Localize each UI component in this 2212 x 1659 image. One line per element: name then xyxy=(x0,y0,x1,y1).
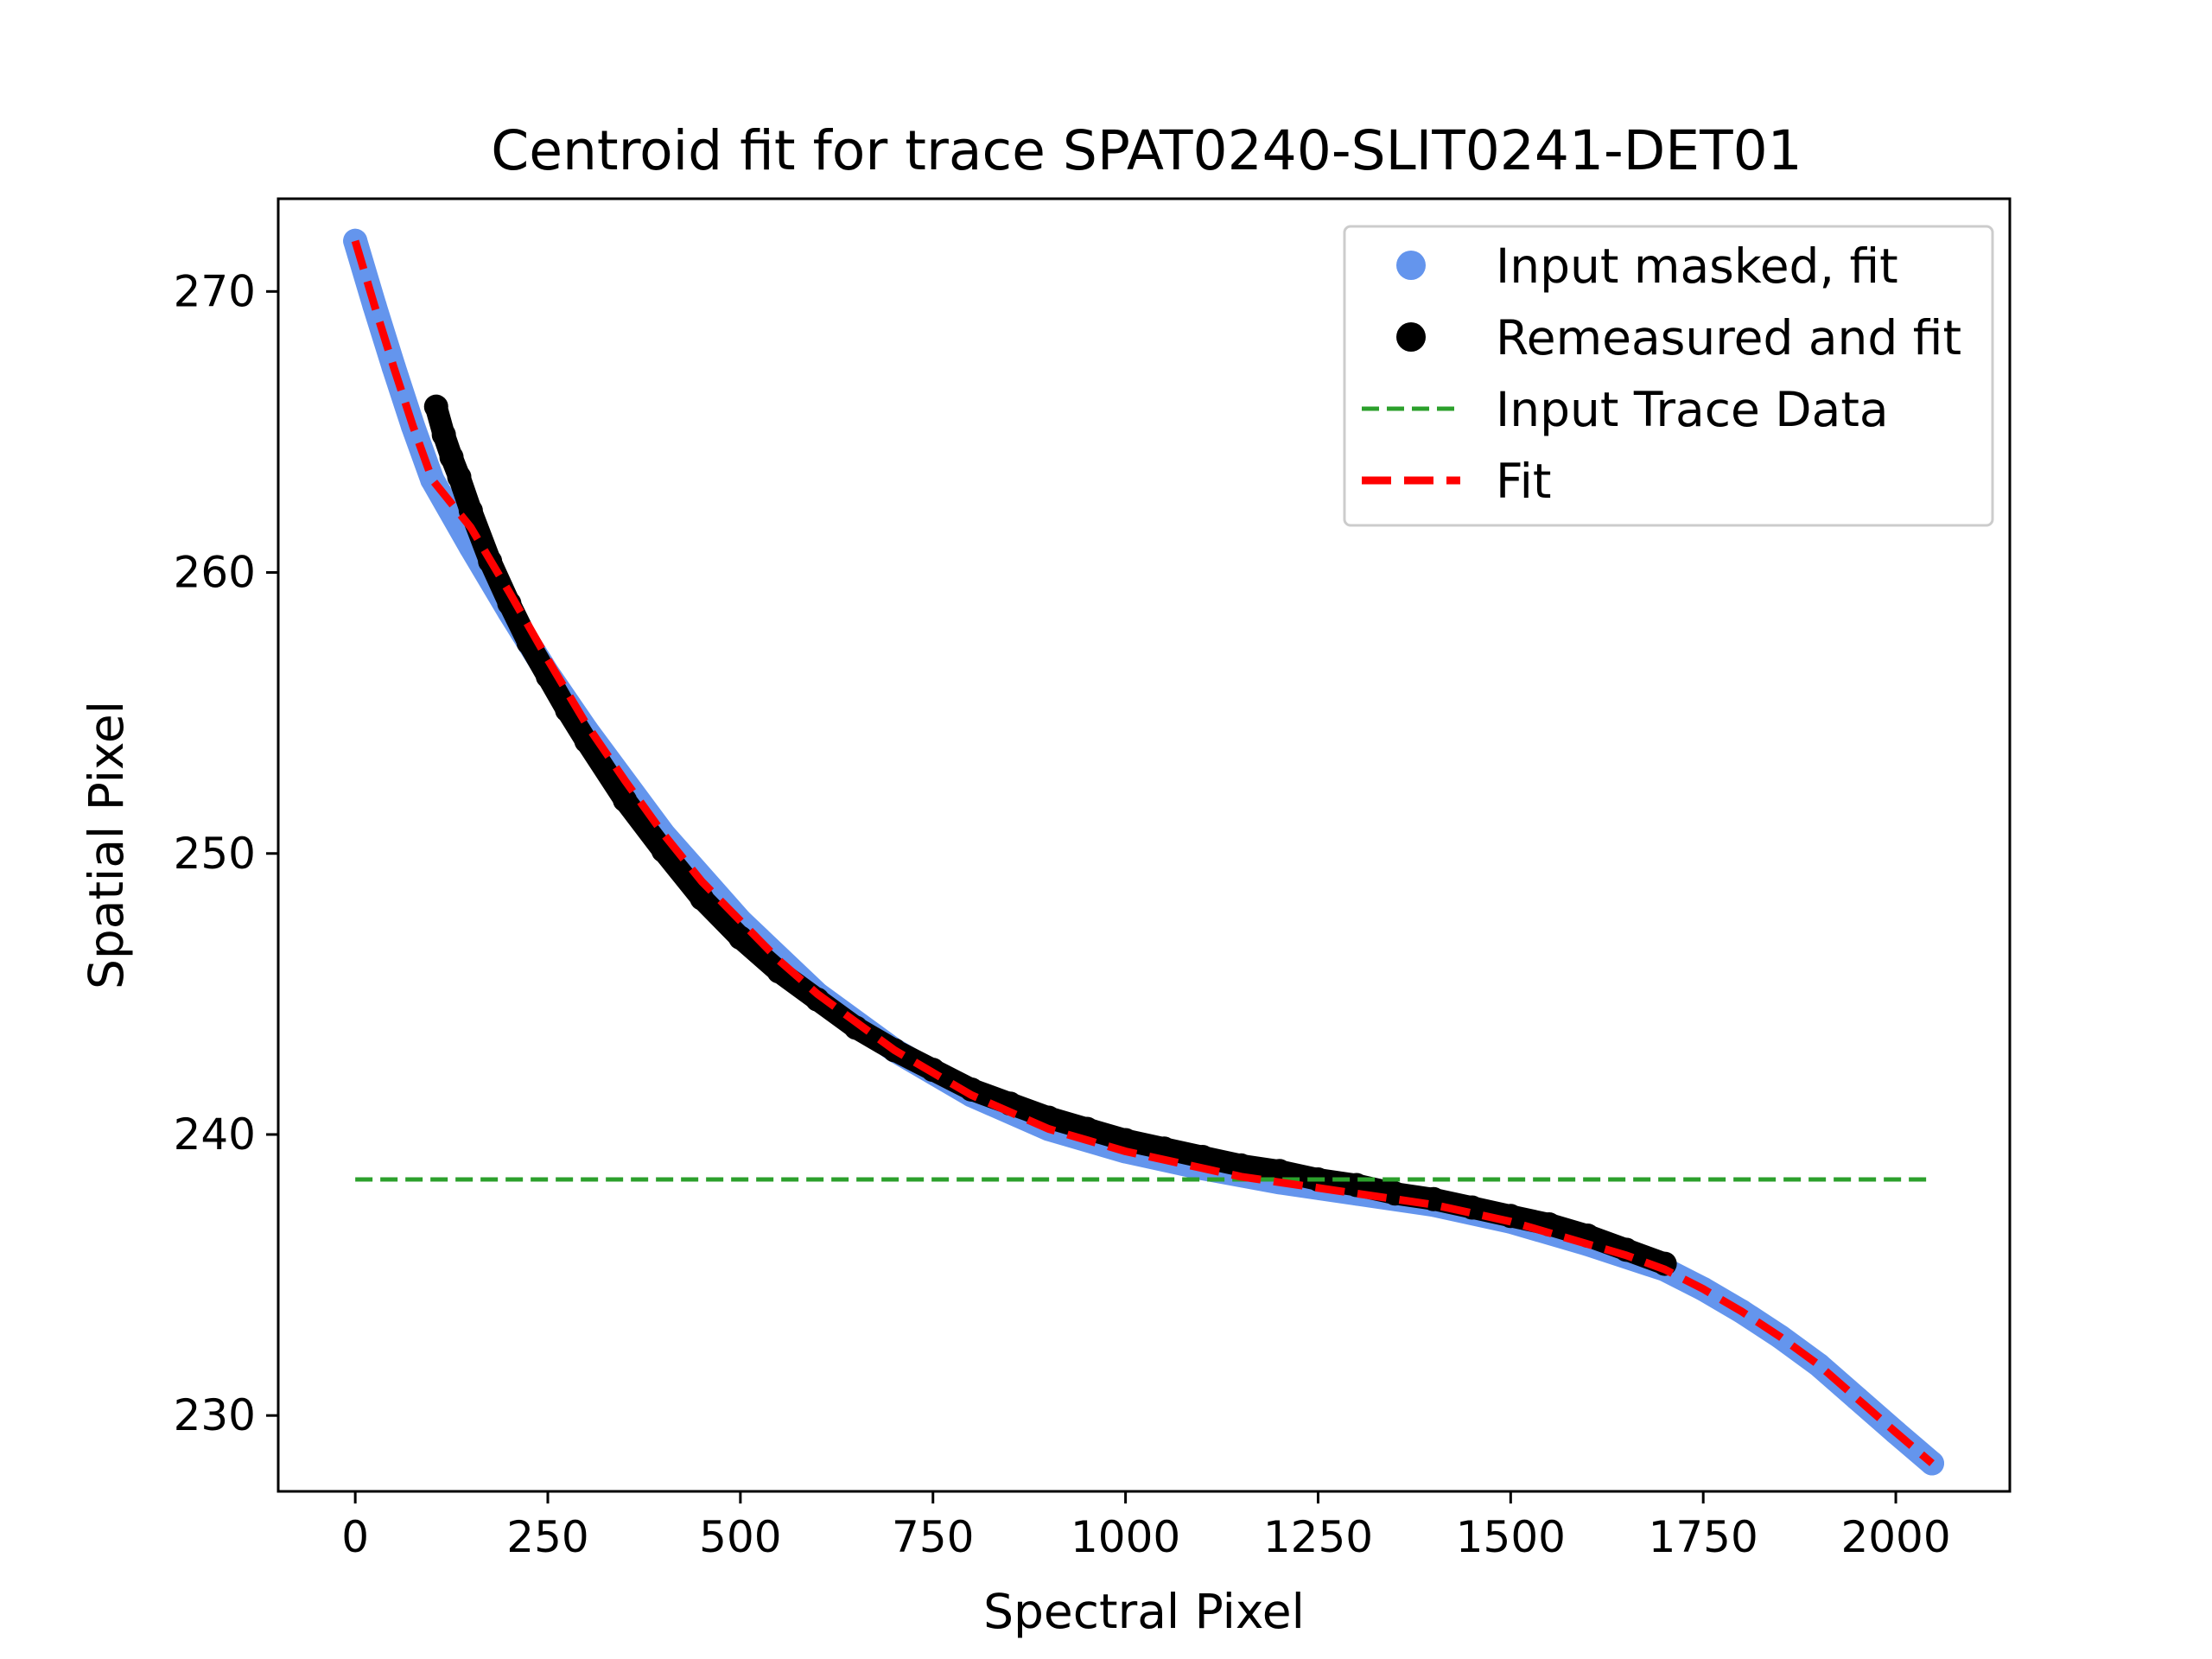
x-tick-label: 1500 xyxy=(1456,1512,1566,1562)
remeasured-point xyxy=(447,464,472,489)
y-axis-ticks: 230 240 250 260 270 xyxy=(174,266,278,1440)
x-tick-label: 1750 xyxy=(1649,1512,1758,1562)
input-masked-point xyxy=(343,228,368,253)
chart-title: Centroid fit for trace SPAT0240-SLIT0241… xyxy=(491,119,1802,182)
legend-label-input-masked-fit: Input masked, fit xyxy=(1496,238,1898,294)
x-tick-label: 250 xyxy=(506,1512,588,1562)
x-axis-ticks: 0 250 500 750 1000 1250 1500 1750 2000 xyxy=(341,1491,1951,1562)
x-tick-label: 2000 xyxy=(1840,1512,1950,1562)
x-tick-label: 1250 xyxy=(1263,1512,1373,1562)
legend-marker-input-masked xyxy=(1396,251,1426,280)
y-tick-label: 240 xyxy=(174,1109,256,1160)
y-tick-label: 270 xyxy=(174,266,256,316)
plot-frame xyxy=(276,197,2012,1493)
plot-series xyxy=(343,228,1944,1476)
legend-label-remeasured-and-fit: Remeasured and fit xyxy=(1496,310,1961,365)
x-axis-label: Spectral Pixel xyxy=(983,1584,1305,1639)
x-tick-label: 750 xyxy=(892,1512,974,1562)
remeasured-point xyxy=(423,394,448,419)
y-axis-label: Spatial Pixel xyxy=(79,701,134,989)
legend-label-input-trace-data: Input Trace Data xyxy=(1496,382,1889,437)
y-tick-label: 230 xyxy=(174,1390,256,1440)
remeasured-point xyxy=(728,925,753,950)
fit-line xyxy=(351,239,1935,1466)
y-tick-label: 250 xyxy=(174,829,256,879)
remeasured-point xyxy=(1267,1159,1292,1184)
remeasured-point xyxy=(613,787,638,812)
y-tick-label: 260 xyxy=(174,548,256,598)
x-tick-label: 500 xyxy=(699,1512,781,1562)
x-tick-label: 0 xyxy=(341,1512,369,1562)
remeasured-point xyxy=(439,445,464,470)
remeasured-point xyxy=(431,423,456,448)
legend-box xyxy=(1343,225,1994,527)
legend-label-fit: Fit xyxy=(1496,454,1551,509)
x-tick-label: 1000 xyxy=(1071,1512,1180,1562)
legend: Input masked, fit Remeasured and fit Input… xyxy=(1343,225,1994,527)
legend-marker-remeasured xyxy=(1396,322,1426,352)
